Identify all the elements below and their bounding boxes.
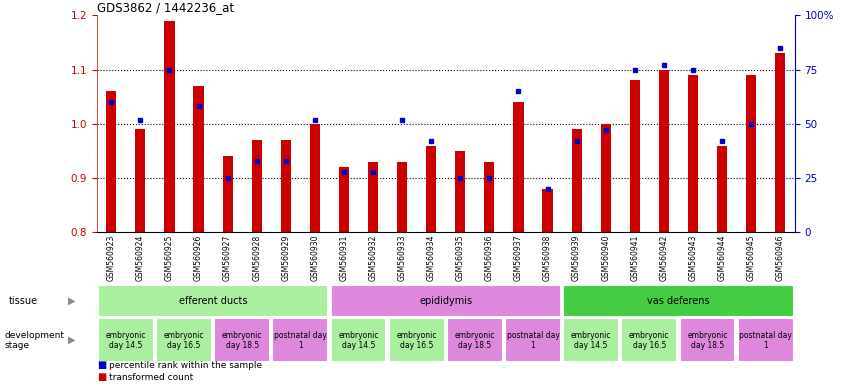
Bar [542,189,553,232]
Text: GSM560938: GSM560938 [543,235,552,281]
Bar [717,146,727,232]
Bar [746,75,756,232]
Bar [426,146,436,232]
Text: GSM560935: GSM560935 [456,235,465,281]
Bar [135,129,145,232]
Bar [389,318,445,362]
Bar [214,318,270,362]
Bar [281,140,291,232]
Text: embryonic
day 16.5: embryonic day 16.5 [164,331,204,350]
Bar [688,75,698,232]
Bar [106,91,116,232]
Text: postnatal day
1: postnatal day 1 [506,331,559,350]
Bar [309,124,320,232]
Text: ▶: ▶ [68,296,75,306]
Bar [164,21,175,232]
Text: GSM560925: GSM560925 [165,235,174,281]
Bar [156,318,212,362]
Text: GSM560943: GSM560943 [689,235,697,281]
Text: ■: ■ [97,372,106,382]
Bar [331,285,561,317]
Text: GSM560946: GSM560946 [775,235,785,281]
Bar [600,124,611,232]
Text: GSM560927: GSM560927 [223,235,232,281]
Bar [193,86,204,232]
Text: GSM560923: GSM560923 [107,235,116,281]
Bar [251,140,262,232]
Bar [368,162,378,232]
Text: percentile rank within the sample: percentile rank within the sample [109,361,262,370]
Text: GSM560926: GSM560926 [194,235,203,281]
Bar [339,167,349,232]
Text: GSM560929: GSM560929 [281,235,290,281]
Text: GSM560931: GSM560931 [340,235,348,281]
Bar [447,318,503,362]
Text: GSM560944: GSM560944 [717,235,727,281]
Bar [775,53,785,232]
Text: GSM560933: GSM560933 [398,235,406,281]
Text: embryonic
day 18.5: embryonic day 18.5 [222,331,262,350]
Bar [272,318,328,362]
Text: GSM560941: GSM560941 [630,235,639,281]
Bar [563,318,619,362]
Bar [397,162,407,232]
Text: tissue: tissue [8,296,38,306]
Text: embryonic
day 18.5: embryonic day 18.5 [455,331,495,350]
Bar [505,318,561,362]
Text: embryonic
day 18.5: embryonic day 18.5 [687,331,727,350]
Text: GSM560939: GSM560939 [572,235,581,281]
Bar [572,129,582,232]
Bar [621,318,677,362]
Text: epididymis: epididymis [419,296,473,306]
Text: ■: ■ [97,360,106,370]
Text: GSM560930: GSM560930 [310,235,320,281]
Bar [484,162,495,232]
Bar [563,285,794,317]
Text: postnatal day
1: postnatal day 1 [739,331,792,350]
Text: GSM560937: GSM560937 [514,235,523,281]
Text: transformed count: transformed count [109,373,193,382]
Text: GSM560940: GSM560940 [601,235,611,281]
Text: embryonic
day 14.5: embryonic day 14.5 [338,331,378,350]
Text: GSM560928: GSM560928 [252,235,262,281]
Text: development
stage: development stage [4,331,64,350]
Text: GSM560924: GSM560924 [136,235,145,281]
Text: postnatal day
1: postnatal day 1 [274,331,327,350]
Text: efferent ducts: efferent ducts [179,296,247,306]
Text: GSM560945: GSM560945 [747,235,755,281]
Text: GDS3862 / 1442236_at: GDS3862 / 1442236_at [97,1,234,14]
Text: GSM560942: GSM560942 [659,235,669,281]
Bar [513,102,524,232]
Text: embryonic
day 14.5: embryonic day 14.5 [571,331,611,350]
Bar [738,318,794,362]
Text: embryonic
day 16.5: embryonic day 16.5 [396,331,436,350]
Bar [223,156,233,232]
Text: GSM560932: GSM560932 [368,235,378,281]
Text: vas deferens: vas deferens [647,296,710,306]
Text: embryonic
day 14.5: embryonic day 14.5 [106,331,146,350]
Bar [680,318,735,362]
Text: GSM560934: GSM560934 [426,235,436,281]
Bar [455,151,465,232]
Text: ▶: ▶ [68,335,75,345]
Bar [659,70,669,232]
Bar [98,318,154,362]
Text: embryonic
day 16.5: embryonic day 16.5 [629,331,669,350]
Bar [630,81,640,232]
Bar [331,318,386,362]
Text: GSM560936: GSM560936 [485,235,494,281]
Bar [98,285,328,317]
